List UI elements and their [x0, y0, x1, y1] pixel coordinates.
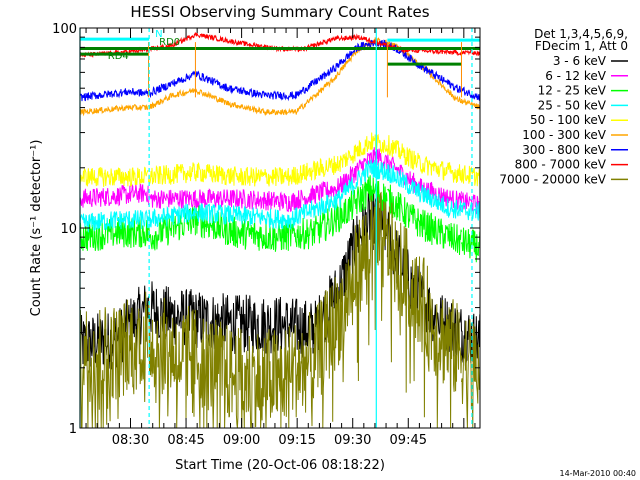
- series-trace: [386, 163, 462, 219]
- series-trace: [461, 86, 481, 101]
- series-trace: [195, 37, 388, 117]
- series-trace: [461, 165, 481, 187]
- series-trace: [79, 209, 149, 233]
- x-tick-label: 09:45: [390, 433, 427, 448]
- series-trace: [461, 201, 481, 221]
- footer-date: 14-Mar-2010 00:40: [560, 469, 637, 478]
- series-25-50-kev: [79, 159, 481, 233]
- x-tick-label: 09:00: [223, 433, 260, 448]
- series-trace: [461, 49, 481, 57]
- series-7000-20000-kev: [79, 191, 481, 429]
- legend-header: Det 1,3,4,5,6,9,: [534, 27, 628, 41]
- legend-entry: 300 - 800 keV: [522, 143, 606, 157]
- legend-entry: 100 - 300 keV: [522, 128, 606, 142]
- x-tick-label: 08:45: [167, 433, 204, 448]
- series-trace: [386, 135, 462, 184]
- series-trace: [194, 191, 388, 429]
- series-trace: [79, 88, 149, 102]
- series-trace: [148, 297, 196, 429]
- series-50-100-kev: [79, 132, 481, 188]
- x-axis-label: Start Time (20-Oct-06 08:18:22): [175, 458, 385, 473]
- series-trace: [386, 202, 462, 429]
- y-axis-label: Count Rate (s⁻¹ detector⁻¹): [29, 140, 44, 317]
- legend-entry: 6 - 12 keV: [545, 69, 607, 83]
- annotation-rd0: RD0: [159, 37, 180, 48]
- y-tick-label: 10: [60, 222, 77, 237]
- y-tick-label: 100: [52, 22, 77, 37]
- series-trace: [461, 227, 481, 263]
- legend-header: FDecim 1, Att 0: [535, 39, 628, 53]
- x-tick-label: 08:30: [112, 433, 149, 448]
- legend-entry: 800 - 7000 keV: [515, 158, 607, 172]
- series-layer: [79, 32, 481, 429]
- series-trace: [148, 189, 196, 209]
- series-trace: [461, 319, 481, 429]
- annotation-rd4: RD4: [108, 51, 129, 62]
- series-trace: [79, 183, 149, 208]
- series-trace: [79, 285, 149, 370]
- series-trace: [148, 203, 196, 228]
- series-trace: [80, 103, 149, 117]
- series-trace: [194, 147, 388, 213]
- axis-layer: 1 10 100 08:30 08:45 09:00 09:15 09:30 09:45: [52, 22, 480, 448]
- legend: Det 1,3,4,5,6,9,FDecim 1, Att 03 - 6 keV…: [499, 27, 628, 186]
- y-tick-label: 1: [69, 422, 77, 437]
- legend-entry: 3 - 6 keV: [553, 54, 607, 68]
- series-trace: [148, 70, 196, 99]
- level-layer: [80, 37, 480, 98]
- series-trace: [461, 97, 481, 110]
- series-trace: [194, 132, 388, 187]
- series-trace: [79, 166, 149, 188]
- series-trace: [79, 216, 149, 251]
- series-trace: [148, 162, 196, 186]
- legend-entry: 12 - 25 keV: [538, 84, 607, 98]
- series-trace: [79, 291, 149, 429]
- chart-title: HESSI Observing Summary Count Rates: [130, 3, 429, 21]
- legend-entry: 50 - 100 keV: [530, 113, 607, 127]
- annotation-n: N: [155, 29, 162, 40]
- x-tick-label: 09:30: [334, 433, 371, 448]
- series-trace: [194, 159, 388, 230]
- series-trace: [461, 192, 481, 215]
- series-trace: [386, 42, 462, 94]
- x-tick-label: 09:15: [278, 433, 315, 448]
- legend-entry: 25 - 50 keV: [538, 98, 607, 112]
- series-trace: [148, 88, 196, 111]
- series-trace: [387, 184, 462, 256]
- legend-entry: 7000 - 20000 keV: [499, 172, 606, 186]
